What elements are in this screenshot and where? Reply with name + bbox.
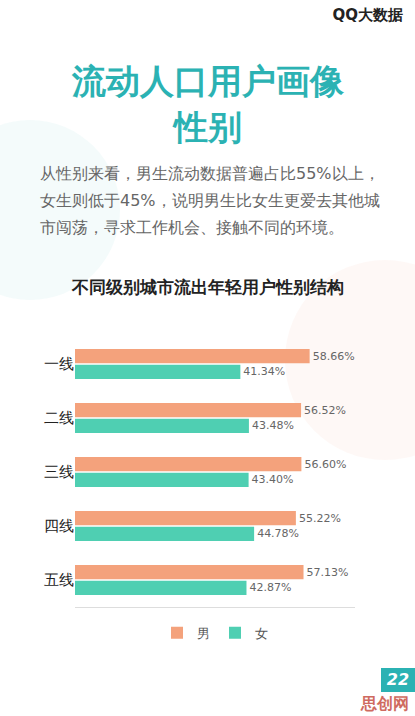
svg-text:四线: 四线 [44,517,74,535]
html-text:流动人口用户画像: 流动人口用户画像 [71,61,344,101]
svg-text:不同级别城市流出年轻用户性别结构: 不同级别城市流出年轻用户性别结构 [71,277,344,297]
html-text:QQ大数据: QQ大数据 [332,6,403,24]
svg-text:五线: 五线 [44,571,74,589]
svg-text:43.40%: 43.40% [252,473,294,486]
svg-text:56.52%: 56.52% [304,404,346,417]
svg-text:56.60%: 56.60% [304,458,346,471]
svg-text:一线: 一线 [44,355,74,373]
svg-text:44.78%: 44.78% [257,527,299,540]
svg-text:43.48%: 43.48% [252,419,294,432]
html-text:从性别来看，男生流动数据普遍占比55%以上，女生则低于45%: 从性别来看，男生流动数据普遍占比55%以上，女生则低于45%，说明男生比女生更爱… [40,164,380,237]
html-text:思创网: 思创网 [361,694,409,713]
svg-text:三线: 三线 [44,463,74,481]
svg-text:57.13%: 57.13% [307,566,349,579]
svg-text:男: 男 [197,626,210,641]
svg-text:女: 女 [255,626,268,641]
svg-text:58.66%: 58.66% [313,350,355,363]
svg-text:55.22%: 55.22% [299,512,341,525]
html-text:22: 22 [386,670,410,689]
html-text:性别: 性别 [173,107,242,147]
svg-text:42.87%: 42.87% [249,581,291,594]
svg-text:二线: 二线 [44,409,74,427]
svg-text:41.34%: 41.34% [243,365,285,378]
